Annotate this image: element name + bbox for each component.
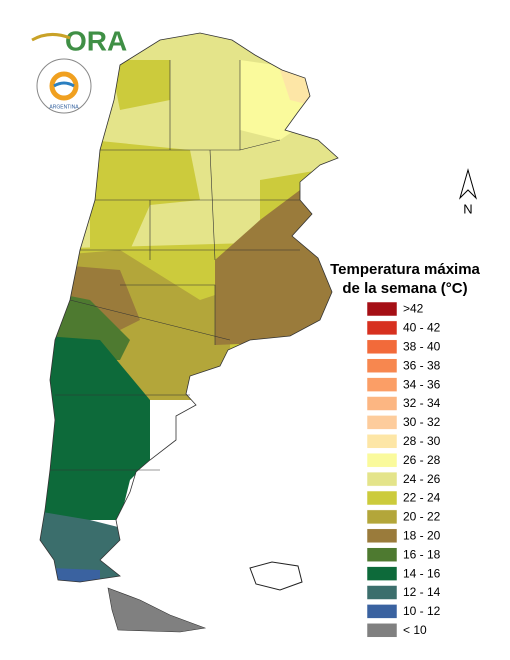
legend-swatch xyxy=(366,490,398,506)
legend-swatch xyxy=(366,396,398,411)
north-label: N xyxy=(463,201,472,216)
legend-label: 12 - 14 xyxy=(403,585,441,599)
seal-wave xyxy=(53,81,75,88)
seal-ring xyxy=(49,71,79,101)
region xyxy=(90,140,200,250)
legend-swatch xyxy=(366,301,398,317)
legend-swatch xyxy=(366,320,398,336)
legend-swatch xyxy=(366,377,398,392)
tierra-del-fuego xyxy=(107,587,207,633)
legend-label: 24 - 26 xyxy=(403,472,441,486)
region xyxy=(40,33,338,270)
legend-swatch xyxy=(366,623,398,638)
legend-swatch xyxy=(366,452,398,468)
legend-label: 34 - 36 xyxy=(403,377,441,391)
seal xyxy=(36,58,92,114)
region xyxy=(40,335,150,520)
legend-swatch xyxy=(366,471,398,487)
legend-swatch xyxy=(366,604,398,619)
legend-label: 22 - 24 xyxy=(403,491,441,505)
legend-label: 20 - 22 xyxy=(403,510,441,524)
legend-label: 32 - 34 xyxy=(403,396,441,410)
province-borders xyxy=(50,60,300,471)
legend-swatch xyxy=(366,339,398,355)
legend-swatch xyxy=(366,509,398,525)
legend-swatch xyxy=(366,415,398,430)
islands xyxy=(249,561,303,591)
legend-label: >42 xyxy=(403,302,424,316)
legend-title: Temperatura máxima xyxy=(330,261,480,278)
legend: Temperatura máxima de la semana (°C) >42… xyxy=(330,261,481,638)
legend-swatch xyxy=(366,585,398,600)
legend-label: < 10 xyxy=(403,623,427,637)
legend-swatch xyxy=(366,434,398,449)
legend-label: 16 - 18 xyxy=(403,547,441,561)
seal-text: ARGENTINA xyxy=(49,104,79,110)
country-outline xyxy=(39,32,339,583)
region xyxy=(40,510,130,582)
legend-label: 26 - 28 xyxy=(403,453,441,467)
legend-label: 40 - 42 xyxy=(403,321,441,335)
legend-swatch xyxy=(366,566,398,581)
legend-swatch xyxy=(366,528,398,544)
legend-label: 10 - 12 xyxy=(403,604,441,618)
legend-title: de la semana (°C) xyxy=(342,280,467,297)
legend-label: 18 - 20 xyxy=(403,528,441,542)
legend-label: 36 - 38 xyxy=(403,358,441,372)
north-arrow xyxy=(458,168,478,200)
legend-label: 14 - 16 xyxy=(403,566,441,580)
logo-text: ORA xyxy=(65,25,127,56)
legend-label: 30 - 32 xyxy=(403,415,441,429)
legend-swatch xyxy=(366,547,398,562)
region xyxy=(50,568,100,582)
legend-label: 28 - 30 xyxy=(403,434,441,448)
region xyxy=(110,60,170,110)
legend-swatch xyxy=(366,358,398,373)
legend-label: 38 - 40 xyxy=(403,339,441,353)
logo-swoosh xyxy=(31,33,71,42)
